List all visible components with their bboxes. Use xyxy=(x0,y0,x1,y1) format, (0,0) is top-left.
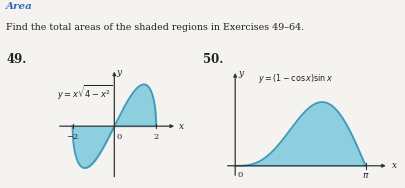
Text: Find the total areas of the shaded regions in Exercises 49–64.: Find the total areas of the shaded regio… xyxy=(6,23,304,32)
Text: 2: 2 xyxy=(153,133,159,142)
Text: 0: 0 xyxy=(237,171,243,179)
Text: $\pi$: $\pi$ xyxy=(362,171,369,180)
Text: −2: −2 xyxy=(66,133,79,142)
Text: 0: 0 xyxy=(117,133,122,142)
Text: 49.: 49. xyxy=(6,53,26,66)
Text: $y = x\sqrt{4 - x^2}$: $y = x\sqrt{4 - x^2}$ xyxy=(57,83,112,102)
Text: x: x xyxy=(392,161,397,170)
Text: $y = (1 - \cos x)\sin x$: $y = (1 - \cos x)\sin x$ xyxy=(258,72,333,85)
Text: 50.: 50. xyxy=(202,53,223,66)
Text: Area: Area xyxy=(6,2,33,11)
Text: y: y xyxy=(238,69,243,78)
Text: y: y xyxy=(116,68,121,77)
Text: x: x xyxy=(179,122,184,131)
